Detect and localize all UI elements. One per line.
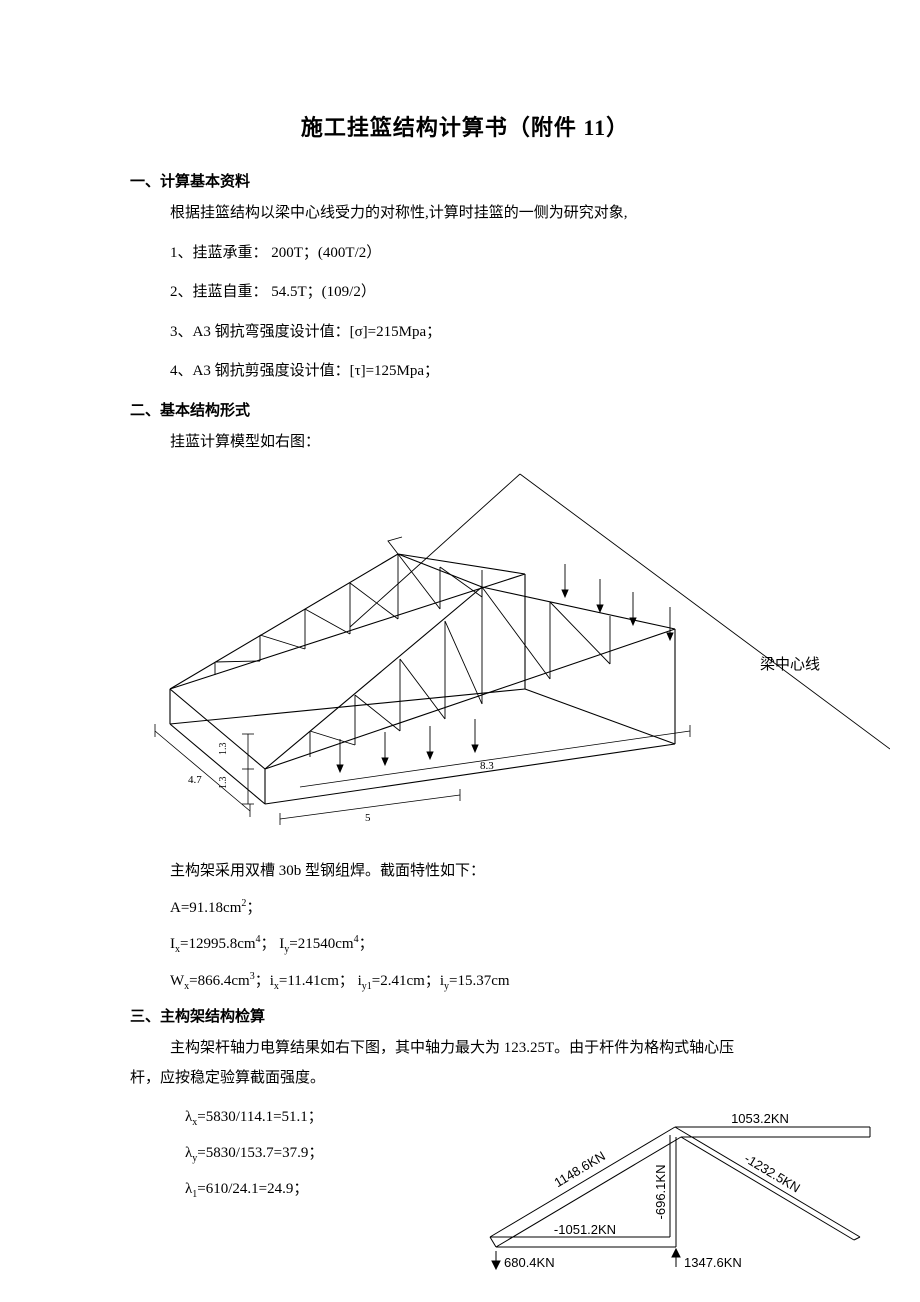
section-2-heading: 二、基本结构形式	[130, 399, 800, 420]
dim-1.3b: 1.3	[218, 777, 229, 790]
reaction-right: 1347.6KN	[684, 1255, 742, 1270]
dim-4.7: 4.7	[188, 774, 202, 786]
s3-lambda2: λy=5830/153.7=37.9；	[185, 1141, 450, 1167]
section-1-heading: 一、计算基本资料	[130, 170, 800, 191]
s3-intro-line2: 杆，应按稳定验算截面强度。	[130, 1066, 800, 1092]
s2-p4: Wx=866.4cm3；ix=11.41cm； iy1=2.41cm；iy=15…	[170, 968, 800, 995]
s2-p3-b: =12995.8cm	[180, 936, 256, 952]
s2-p4-sub3: y1	[362, 981, 372, 992]
diagram-axial-forces: 1053.2KN 1148.6KN -696.1KN -1232.5KN -10…	[460, 1107, 890, 1272]
s1-item1: 1、挂蓝承重： 200T；(400T/2）	[170, 241, 800, 267]
s2-p4-c: ；i	[255, 973, 274, 989]
s2-p3-e: ；	[359, 936, 374, 952]
force-diag-right: -1232.5KN	[742, 1151, 803, 1196]
s3-l1-b: =5830/114.1=51.1；	[197, 1109, 323, 1125]
dim-1.3a: 1.3	[218, 743, 229, 756]
force-top: 1053.2KN	[731, 1111, 789, 1126]
s2-p3-d: =21540cm	[289, 936, 353, 952]
section-3-heading: 三、主构架结构检算	[130, 1005, 800, 1026]
s2-intro: 挂蓝计算模型如右图：	[170, 430, 800, 456]
s2-p4-a: W	[170, 973, 184, 989]
s1-intro: 根据挂篮结构以梁中心线受力的对称性,计算时挂篮的一侧为研究对象,	[170, 201, 800, 227]
s3-l3-b: =610/24.1=24.9；	[197, 1181, 308, 1197]
s3-lambda1: λx=5830/114.1=51.1；	[185, 1105, 450, 1131]
s2-p2: A=91.18cm2；	[170, 895, 800, 922]
s2-p4-e: =2.41cm；i	[372, 973, 444, 989]
dim-5: 5	[365, 812, 371, 824]
force-bot: -1051.2KN	[554, 1222, 616, 1237]
reaction-left: 680.4KN	[504, 1255, 555, 1270]
page-container: 施工挂篮结构计算书（附件 11） 一、计算基本资料 根据挂篮结构以梁中心线受力的…	[0, 0, 920, 1253]
dim-8.3: 8.3	[480, 760, 494, 772]
s2-p3-c: ； I	[261, 936, 285, 952]
s1-item2: 2、挂蓝自重： 54.5T；(109/2）	[170, 280, 800, 306]
s2-p3: Ix=12995.8cm4； Iy=21540cm4；	[170, 931, 800, 958]
s1-item3: 3、A3 钢抗弯强度设计值：[σ]=215Mpa；	[170, 320, 800, 346]
diagram-truss-model: 4.7 1.3 1.3 5 8.3 梁中心线	[130, 469, 800, 839]
s3-lambda3: λ1=610/24.1=24.9；	[185, 1177, 450, 1203]
doc-title: 施工挂篮结构计算书（附件 11）	[130, 110, 800, 142]
force-vert: -696.1KN	[653, 1165, 668, 1220]
s3-l2-b: =5830/153.7=37.9；	[197, 1145, 323, 1161]
s2-p1: 主构架采用双槽 30b 型钢组焊。截面特性如下：	[170, 859, 800, 885]
s3-intro-line1: 主构架杆轴力电算结果如右下图，其中轴力最大为 123.25T。由于杆件为格构式轴…	[170, 1036, 800, 1062]
s2-p4-d: =11.41cm； i	[279, 973, 362, 989]
s1-item4: 4、A3 钢抗剪强度设计值：[τ]=125Mpa；	[170, 359, 800, 385]
s2-p2-a: A=91.18cm	[170, 900, 241, 916]
s2-p4-f: =15.37cm	[449, 973, 510, 989]
label-centerline: 梁中心线	[760, 656, 820, 673]
s2-p4-b: =866.4cm	[189, 973, 250, 989]
s2-p2-b: ；	[246, 900, 261, 916]
